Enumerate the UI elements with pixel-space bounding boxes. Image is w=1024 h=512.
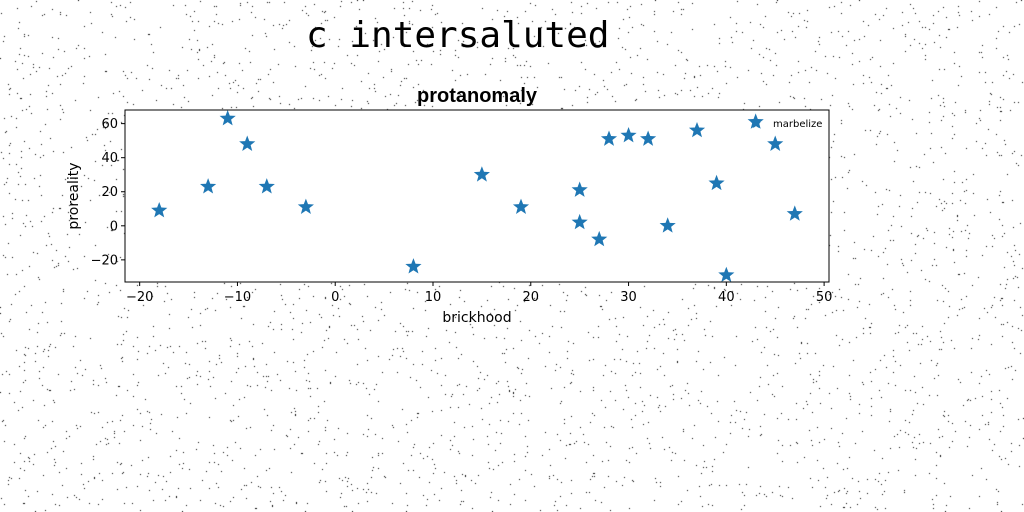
data-point-star xyxy=(297,198,314,214)
axes xyxy=(124,109,830,283)
data-point-star xyxy=(571,213,588,230)
y-tick-label: 0 xyxy=(110,219,118,234)
data-point-star xyxy=(600,130,618,146)
data-point-star xyxy=(620,127,637,143)
data-point-star xyxy=(473,166,490,182)
x-tick-label: 20 xyxy=(523,290,540,305)
plot-area xyxy=(125,110,829,282)
y-tick-label: 40 xyxy=(101,151,118,166)
x-tick-label: 40 xyxy=(718,290,735,305)
plot-background xyxy=(125,110,829,282)
data-point-star xyxy=(659,217,676,233)
chart-title: protanomaly xyxy=(417,85,538,107)
y-axis-label: proreality xyxy=(66,162,82,229)
x-tick-label: −20 xyxy=(126,290,153,305)
data-point-star xyxy=(405,258,422,274)
y-tick-label: 20 xyxy=(101,185,118,200)
y-tick-label: −20 xyxy=(91,253,118,268)
data-point-star xyxy=(219,110,236,126)
x-tick-label: 0 xyxy=(331,290,339,305)
x-tick-label: −10 xyxy=(224,290,251,305)
axes-frame xyxy=(124,109,830,283)
data-point-star xyxy=(718,266,735,283)
data-point-star xyxy=(239,135,256,151)
data-point-star xyxy=(786,205,803,221)
x-tick-label: 50 xyxy=(816,290,833,305)
data-point-star xyxy=(200,178,217,194)
legend-entry-label: marbelize xyxy=(773,119,822,130)
y-axis-ticks: −20 0 20 40 60 xyxy=(91,117,125,268)
data-point-star xyxy=(258,178,275,194)
y-tick-label: 60 xyxy=(101,117,118,132)
figure-suptitle: c intersaluted xyxy=(306,15,610,56)
data-point-star xyxy=(688,121,706,138)
data-point-star xyxy=(512,198,530,214)
data-point-star xyxy=(151,201,168,218)
data-point-star xyxy=(571,181,588,197)
data-point-star xyxy=(708,174,725,191)
x-axis-ticks: −20 −10 0 10 20 30 40 50 xyxy=(126,282,832,305)
x-tick-label: 10 xyxy=(425,290,442,305)
legend-star xyxy=(751,119,761,129)
x-tick-label: 30 xyxy=(620,290,637,305)
legend-marker-star-icon xyxy=(751,119,761,129)
data-point-star xyxy=(640,130,657,146)
data-point-star xyxy=(767,135,784,151)
data-point-star xyxy=(591,230,608,247)
x-axis-label: brickhood xyxy=(442,310,511,326)
legend: marbelize xyxy=(751,119,822,130)
